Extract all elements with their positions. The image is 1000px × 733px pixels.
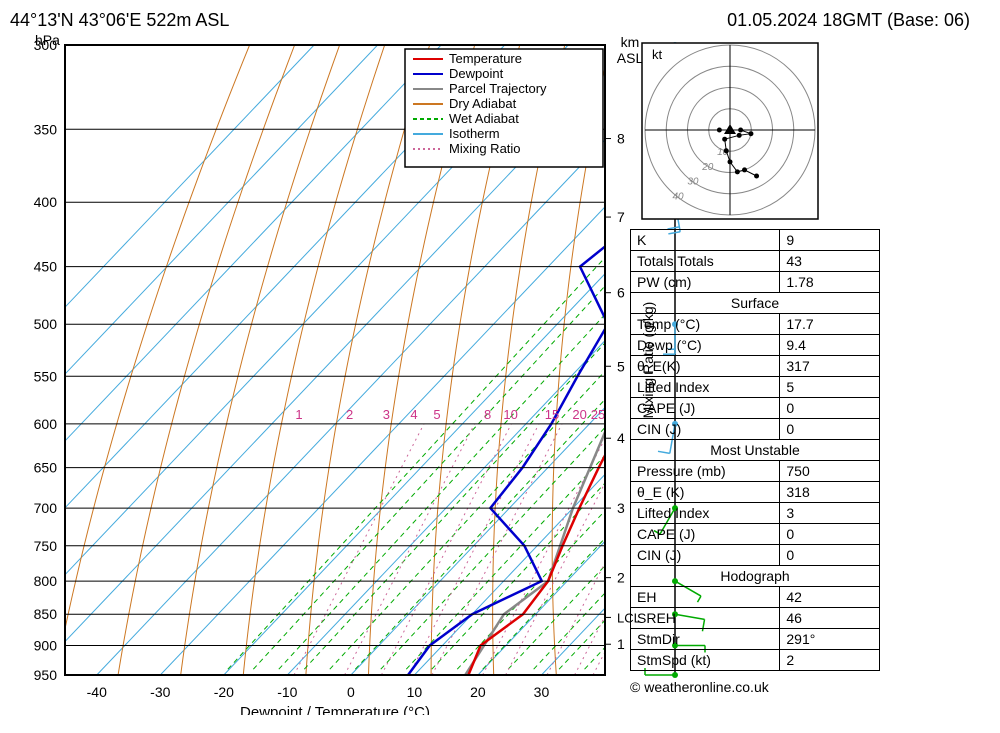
location-title: 44°13'N 43°06'E 522m ASL [10,10,229,31]
svg-text:-30: -30 [150,684,170,700]
svg-text:400: 400 [34,194,58,210]
svg-text:3: 3 [617,500,625,516]
svg-text:20: 20 [701,162,714,173]
svg-text:15: 15 [545,407,559,422]
svg-text:8: 8 [484,407,491,422]
svg-text:Dewpoint: Dewpoint [449,66,504,81]
svg-text:700: 700 [34,500,58,516]
svg-text:500: 500 [34,316,58,332]
svg-text:Isotherm: Isotherm [449,126,500,141]
svg-text:5: 5 [617,358,625,374]
svg-text:30: 30 [687,177,699,188]
svg-text:-20: -20 [214,684,234,700]
svg-text:20: 20 [572,407,586,422]
svg-text:3: 3 [383,407,390,422]
svg-text:850: 850 [34,606,58,622]
svg-text:kt: kt [652,47,663,62]
section-head: Most Unstable [631,440,880,461]
svg-text:Dry Adiabat: Dry Adiabat [449,96,517,111]
svg-text:750: 750 [34,538,58,554]
svg-text:-10: -10 [277,684,297,700]
svg-text:800: 800 [34,573,58,589]
svg-text:4: 4 [617,430,625,446]
svg-text:Dewpoint / Temperature (°C): Dewpoint / Temperature (°C) [240,704,430,715]
svg-text:Wet Adiabat: Wet Adiabat [449,111,519,126]
svg-text:10: 10 [503,407,517,422]
svg-text:4: 4 [410,407,417,422]
copyright: © weatheronline.co.uk [630,679,990,695]
svg-text:7: 7 [617,209,625,225]
hodograph: kt10203040 [630,35,830,225]
svg-text:Mixing Ratio: Mixing Ratio [449,141,521,156]
svg-text:2: 2 [617,570,625,586]
section-head: Hodograph [631,566,880,587]
svg-text:6: 6 [617,285,625,301]
svg-text:20: 20 [470,684,486,700]
svg-text:Parcel Trajectory: Parcel Trajectory [449,81,547,96]
svg-text:10: 10 [407,684,423,700]
svg-text:8: 8 [617,131,625,147]
date-title: 01.05.2024 18GMT (Base: 06) [727,10,990,31]
svg-text:1: 1 [295,407,302,422]
skewt-diagram: 1234581015202530035040045050055060065070… [10,35,710,715]
svg-text:2: 2 [346,407,353,422]
svg-text:350: 350 [34,121,58,137]
svg-text:Temperature: Temperature [449,51,522,66]
svg-text:5: 5 [433,407,440,422]
section-head: Surface [631,293,880,314]
svg-text:hPa: hPa [35,35,60,48]
svg-text:1: 1 [617,636,625,652]
svg-text:550: 550 [34,368,58,384]
svg-text:650: 650 [34,460,58,476]
svg-text:950: 950 [34,667,58,683]
indices-table: K9Totals Totals43PW (cm)1.78SurfaceTemp … [630,229,880,671]
svg-text:0: 0 [347,684,355,700]
svg-text:450: 450 [34,259,58,275]
svg-text:600: 600 [34,416,58,432]
svg-text:-40: -40 [87,684,107,700]
svg-text:30: 30 [534,684,550,700]
svg-text:40: 40 [673,192,685,203]
svg-text:25: 25 [591,407,605,422]
svg-text:900: 900 [34,637,58,653]
